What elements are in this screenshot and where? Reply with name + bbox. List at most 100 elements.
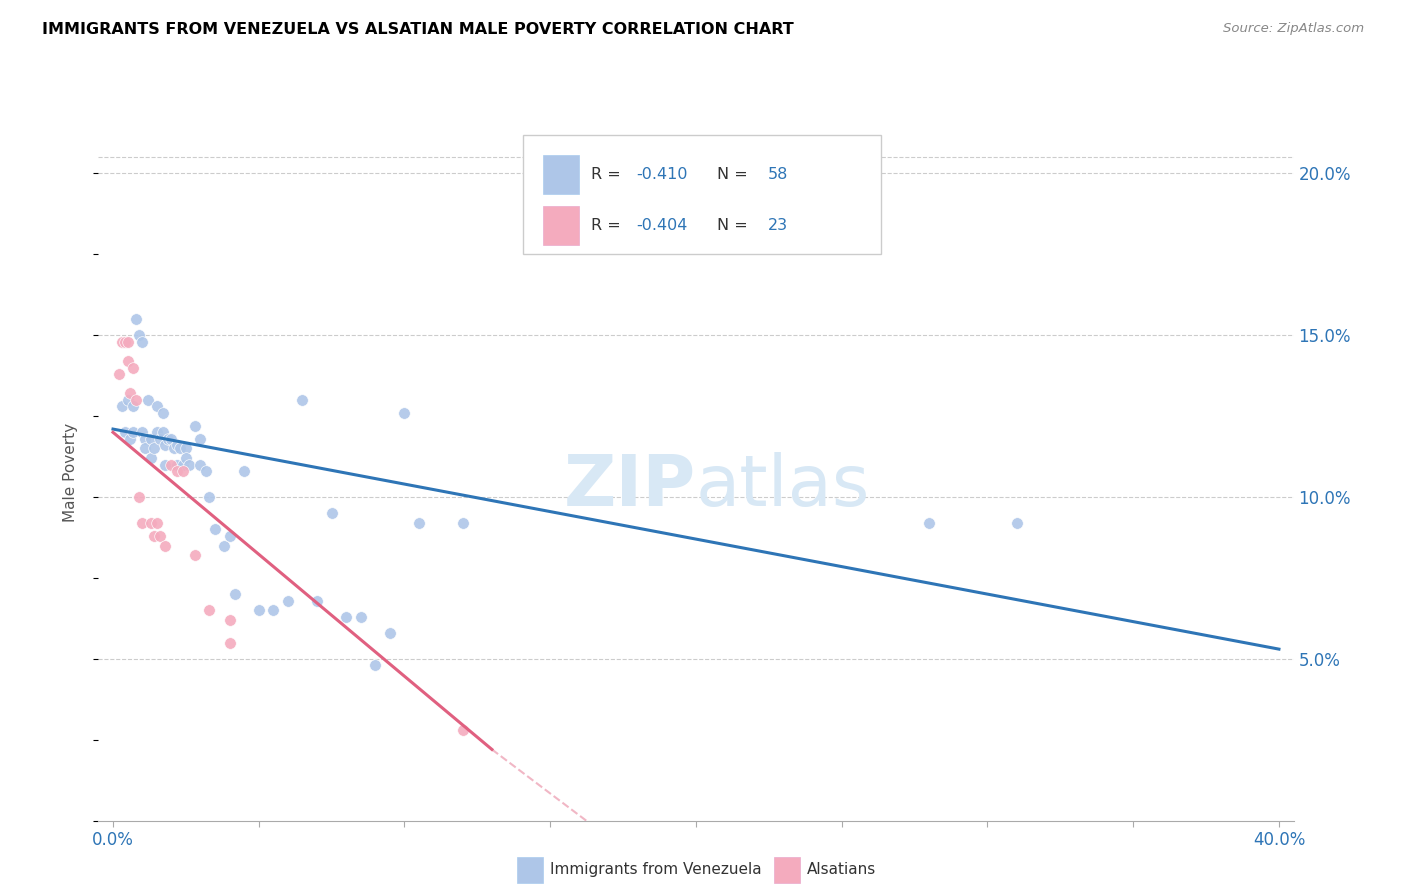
Point: [262, 603, 284, 617]
Point: [183, 418, 205, 433]
Point: [451, 516, 474, 530]
Point: [120, 432, 142, 446]
Text: Source: ZipAtlas.com: Source: ZipAtlas.com: [1223, 22, 1364, 36]
Point: [218, 529, 240, 543]
Point: [183, 549, 205, 563]
Point: [131, 516, 153, 530]
Point: [1005, 516, 1028, 530]
Point: [114, 334, 136, 349]
Point: [155, 539, 177, 553]
Point: [160, 458, 183, 472]
Point: [145, 425, 167, 440]
Point: [134, 432, 156, 446]
Point: [408, 516, 430, 530]
Y-axis label: Male Poverty: Male Poverty: [63, 423, 77, 523]
Point: [172, 464, 194, 478]
FancyBboxPatch shape: [543, 206, 579, 244]
Point: [451, 723, 474, 737]
Point: [174, 451, 197, 466]
Point: [321, 506, 343, 520]
Point: [157, 432, 180, 446]
Point: [139, 451, 162, 466]
FancyBboxPatch shape: [517, 857, 543, 883]
Point: [131, 334, 153, 349]
Point: [152, 406, 174, 420]
Point: [111, 334, 134, 349]
Point: [122, 360, 145, 375]
Point: [305, 593, 328, 607]
Point: [155, 458, 177, 472]
Text: 58: 58: [768, 167, 787, 182]
Point: [125, 392, 148, 407]
Text: R =: R =: [591, 219, 626, 233]
Point: [117, 392, 139, 407]
Point: [169, 442, 191, 456]
Text: Alsatians: Alsatians: [807, 862, 876, 877]
Point: [134, 442, 156, 456]
Point: [233, 464, 256, 478]
Point: [174, 442, 197, 456]
Point: [166, 438, 188, 452]
Point: [142, 442, 165, 456]
Point: [128, 328, 150, 343]
Point: [195, 464, 218, 478]
Text: atlas: atlas: [696, 452, 870, 521]
Point: [160, 432, 183, 446]
Point: [218, 635, 240, 649]
Point: [378, 626, 401, 640]
Point: [224, 587, 246, 601]
Point: [131, 425, 153, 440]
Point: [152, 425, 174, 440]
Point: [163, 442, 186, 456]
Point: [204, 522, 226, 536]
Point: [198, 490, 221, 504]
Point: [108, 367, 131, 381]
Text: IMMIGRANTS FROM VENEZUELA VS ALSATIAN MALE POVERTY CORRELATION CHART: IMMIGRANTS FROM VENEZUELA VS ALSATIAN MA…: [42, 22, 794, 37]
Text: -0.410: -0.410: [637, 167, 688, 182]
Point: [117, 334, 139, 349]
Point: [114, 425, 136, 440]
Point: [128, 490, 150, 504]
Text: R =: R =: [591, 167, 626, 182]
Point: [149, 529, 172, 543]
Point: [142, 529, 165, 543]
Point: [218, 613, 240, 627]
Point: [122, 400, 145, 414]
Point: [117, 354, 139, 368]
Point: [394, 406, 416, 420]
Point: [172, 458, 194, 472]
Point: [198, 603, 221, 617]
Point: [145, 516, 167, 530]
Point: [190, 458, 212, 472]
Point: [212, 539, 235, 553]
Point: [291, 392, 314, 407]
Point: [335, 609, 357, 624]
Point: [139, 432, 162, 446]
Text: 23: 23: [768, 219, 787, 233]
Text: Immigrants from Venezuela: Immigrants from Venezuela: [550, 862, 762, 877]
Text: -0.404: -0.404: [637, 219, 688, 233]
Point: [177, 458, 200, 472]
FancyBboxPatch shape: [773, 857, 800, 883]
Point: [155, 438, 177, 452]
FancyBboxPatch shape: [543, 155, 579, 194]
Point: [166, 458, 188, 472]
Point: [120, 386, 142, 401]
FancyBboxPatch shape: [523, 136, 882, 253]
Text: N =: N =: [717, 219, 754, 233]
Text: N =: N =: [717, 167, 754, 182]
Point: [350, 609, 373, 624]
Point: [247, 603, 270, 617]
Point: [166, 464, 188, 478]
Point: [364, 658, 387, 673]
Point: [139, 516, 162, 530]
Point: [136, 392, 159, 407]
Point: [145, 400, 167, 414]
Point: [149, 432, 172, 446]
Point: [111, 400, 134, 414]
Text: ZIP: ZIP: [564, 452, 696, 521]
Point: [122, 425, 145, 440]
Point: [277, 593, 299, 607]
Point: [190, 432, 212, 446]
Point: [125, 312, 148, 326]
